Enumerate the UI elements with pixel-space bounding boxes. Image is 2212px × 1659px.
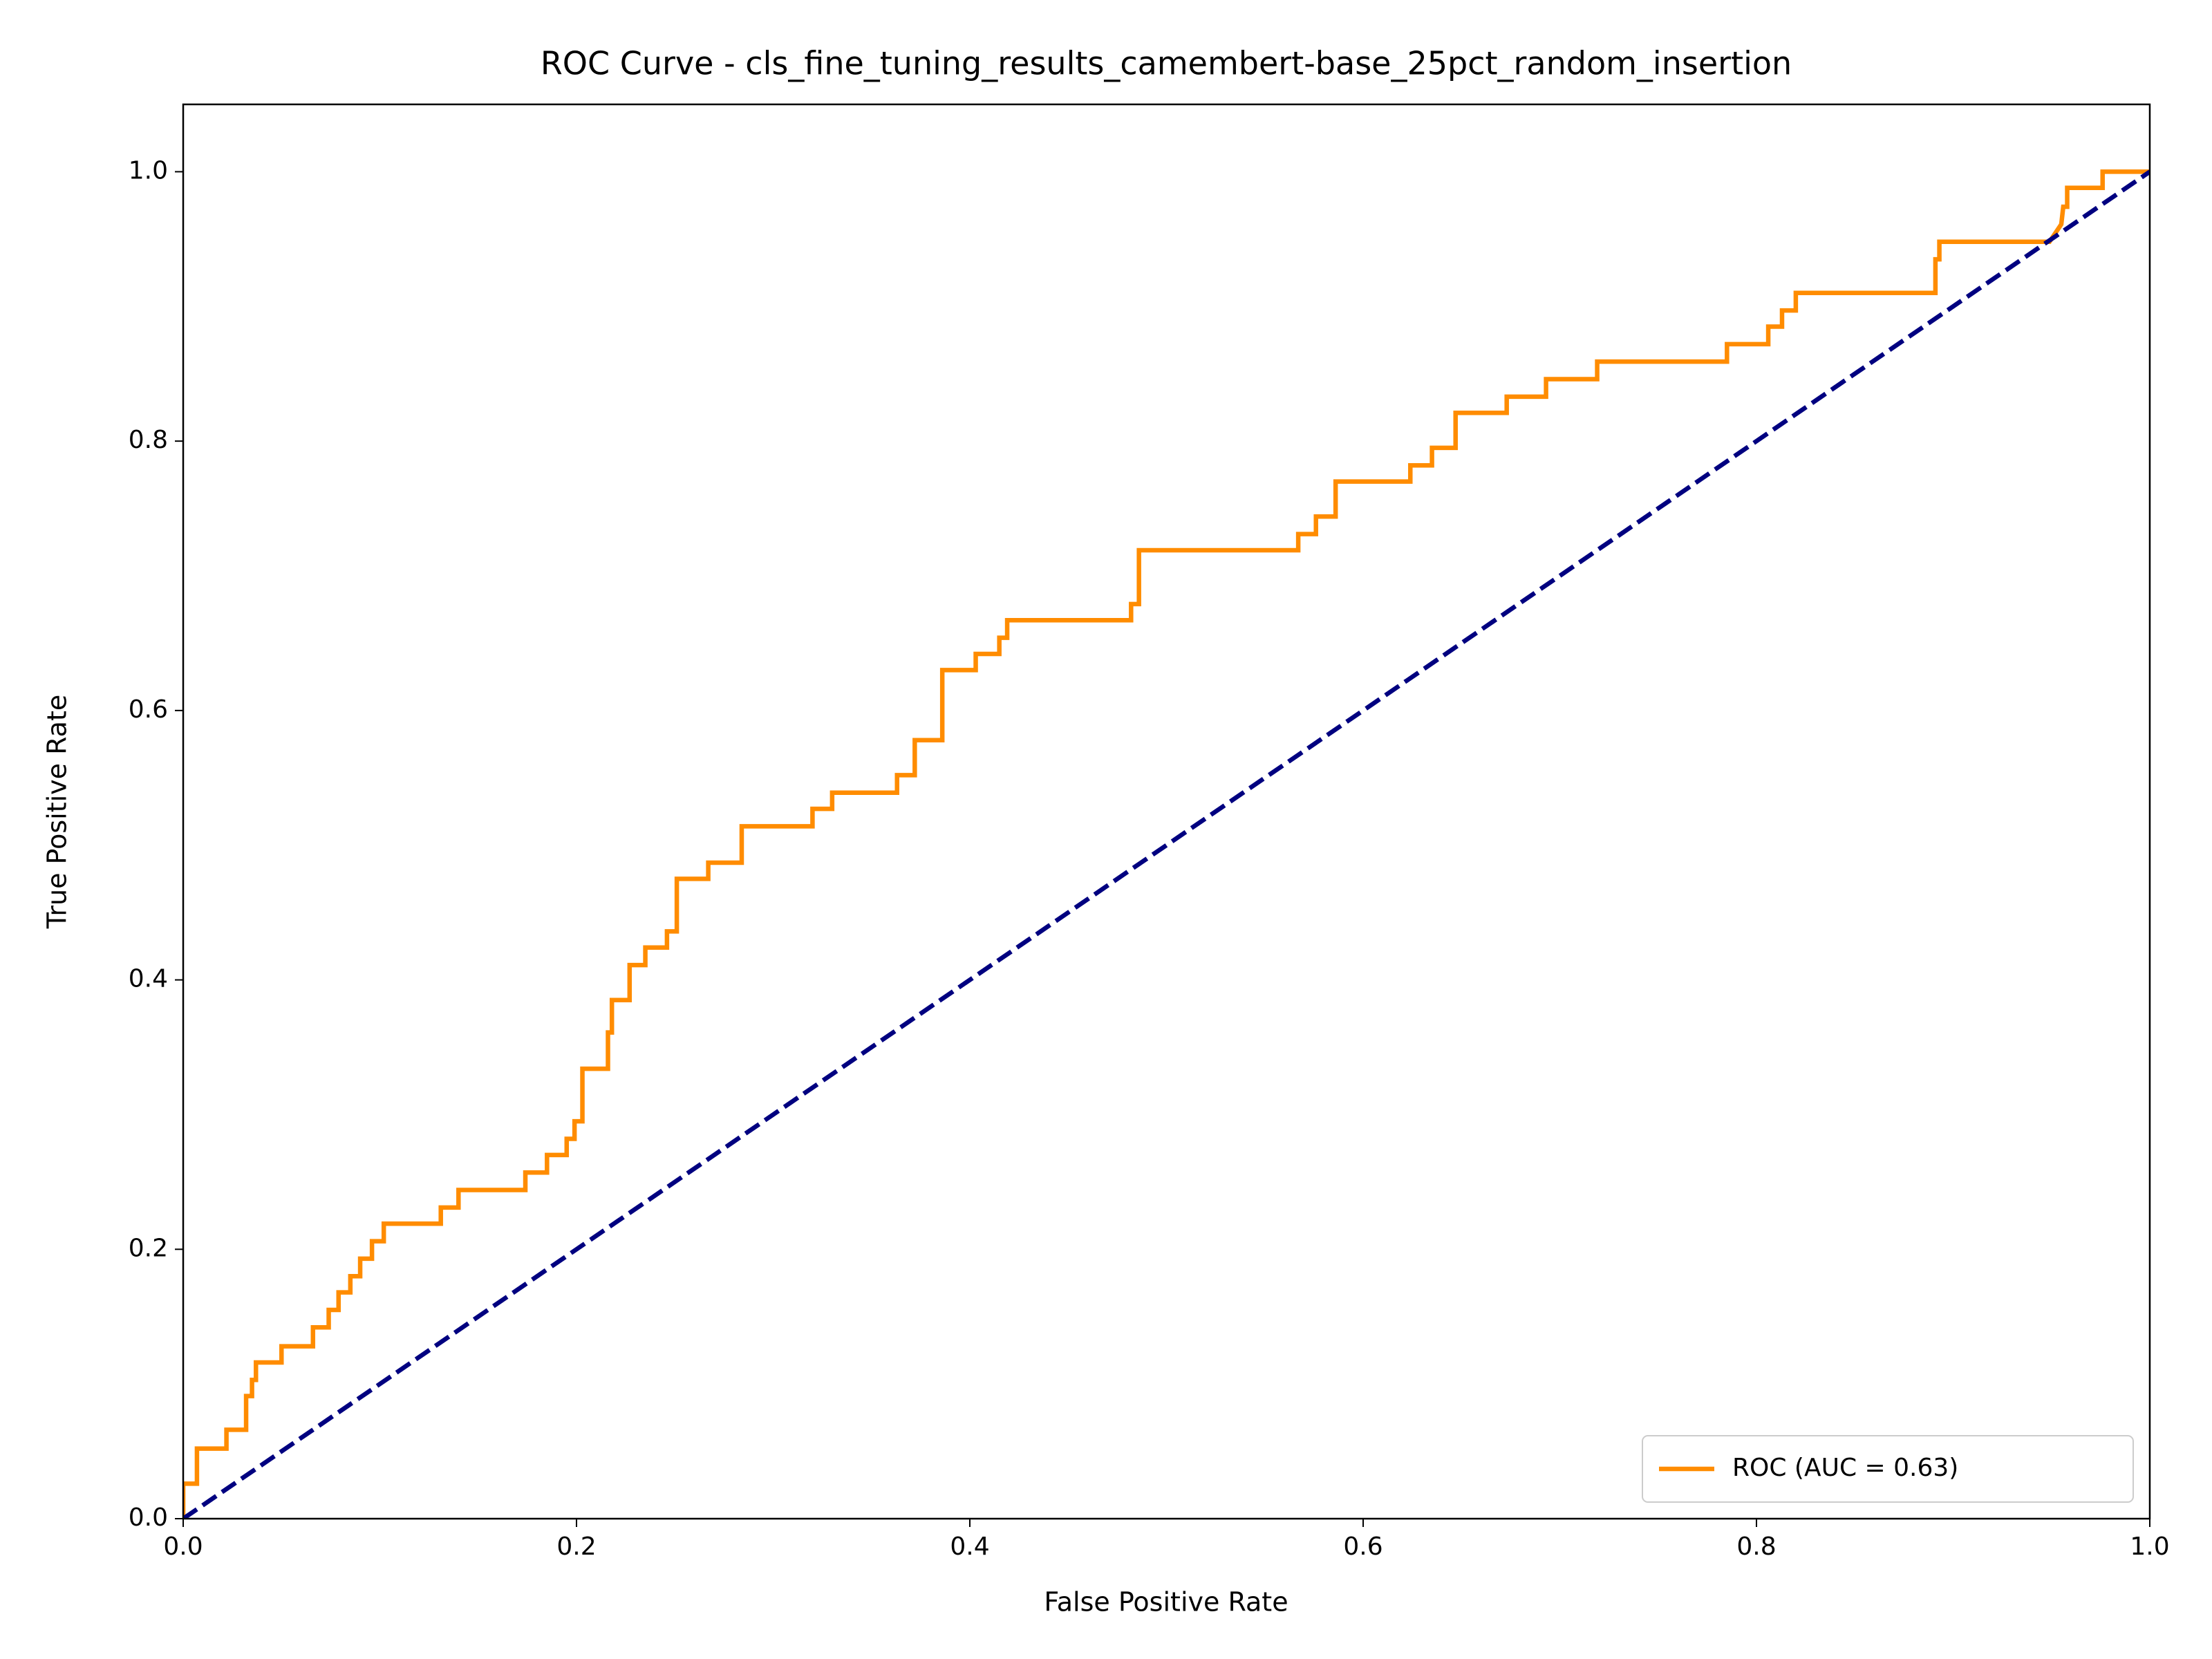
plot-frame bbox=[182, 103, 2151, 1520]
x-axis-label: False Positive Rate bbox=[1044, 1587, 1288, 1618]
x-tick-label: 1.0 bbox=[2130, 1533, 2169, 1561]
x-tick-label: 0.2 bbox=[556, 1533, 596, 1561]
legend-box bbox=[1642, 1435, 2134, 1503]
x-tick-label: 0.6 bbox=[1343, 1533, 1382, 1561]
y-tick-label: 0.6 bbox=[129, 695, 168, 724]
y-tick-label: 0.8 bbox=[129, 426, 168, 454]
x-tick-label: 0.8 bbox=[1736, 1533, 1776, 1561]
y-axis-label: True Positive Rate bbox=[42, 695, 73, 930]
x-tick-label: 0.0 bbox=[163, 1533, 203, 1561]
y-tick-label: 1.0 bbox=[129, 156, 168, 185]
legend-label: ROC (AUC = 0.63) bbox=[1732, 1454, 1958, 1482]
series-line bbox=[183, 169, 2150, 1519]
y-tick-label: 0.4 bbox=[129, 965, 168, 993]
series-line bbox=[183, 169, 2150, 1519]
chart-title: ROC Curve - cls_fine_tuning_results_came… bbox=[541, 45, 1792, 82]
y-tick-label: 0.2 bbox=[129, 1234, 168, 1262]
x-tick-label: 0.4 bbox=[950, 1533, 989, 1561]
y-tick-label: 0.0 bbox=[129, 1503, 168, 1532]
